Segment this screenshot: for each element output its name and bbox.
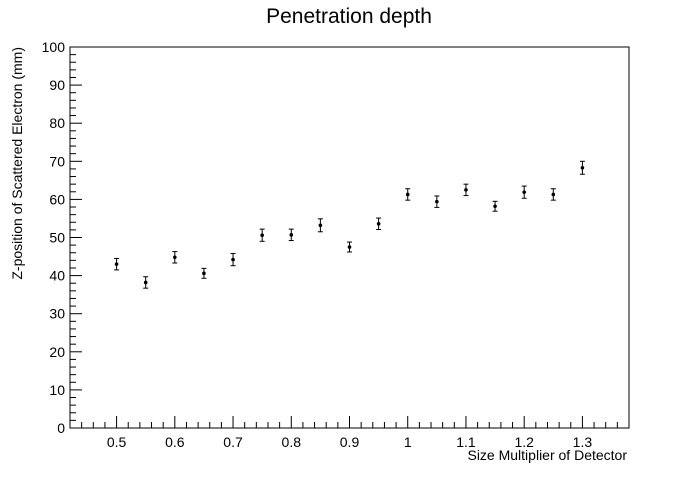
data-marker (580, 165, 585, 170)
data-points (114, 160, 585, 289)
x-tick-label: 1.3 (573, 434, 593, 450)
y-tick-label: 0 (57, 420, 65, 436)
data-point (114, 257, 120, 271)
x-tick-label: 0.5 (107, 434, 127, 450)
data-marker (435, 199, 439, 204)
data-marker (493, 204, 497, 209)
x-tick-label: 0.6 (165, 434, 185, 450)
x-tick-label: 0.8 (282, 434, 302, 450)
data-marker (173, 255, 177, 260)
data-marker (551, 192, 556, 197)
x-axis-label: Size Multiplier of Detector (467, 447, 627, 463)
y-tick-label: 70 (49, 153, 65, 169)
data-point (521, 185, 527, 199)
data-point (347, 241, 352, 253)
y-tick-label: 60 (49, 191, 65, 207)
y-axis: 0 10 20 30 40 50 60 70 80 90 100 (42, 39, 82, 436)
data-point (172, 251, 178, 264)
y-tick-label: 10 (49, 382, 65, 398)
data-point (288, 228, 294, 242)
data-point (230, 253, 236, 267)
y-tick-label: 40 (49, 268, 65, 284)
data-marker (522, 190, 526, 194)
y-tick-label: 100 (42, 39, 66, 55)
data-marker (289, 233, 294, 237)
data-marker (405, 192, 410, 197)
x-tick-label: 1.1 (456, 434, 476, 450)
data-point (405, 188, 411, 201)
chart-title: Penetration depth (266, 5, 432, 28)
data-marker (376, 221, 381, 226)
data-point (259, 228, 265, 242)
data-point (376, 217, 382, 230)
data-point (434, 195, 440, 208)
data-marker (464, 188, 468, 192)
x-axis: 0.5 0.6 0.7 0.8 0.9 1 1.1 1.2 1.3 (69, 416, 630, 450)
data-point (492, 200, 498, 212)
data-point (143, 276, 149, 289)
x-tick-label: 1.2 (514, 434, 534, 450)
data-point (550, 188, 556, 201)
data-marker (260, 233, 264, 238)
data-marker (143, 280, 148, 285)
y-tick-label: 90 (49, 77, 65, 93)
data-marker (347, 245, 352, 249)
x-tick-label: 0.7 (223, 434, 243, 450)
y-tick-label: 50 (49, 230, 65, 246)
data-point (201, 267, 207, 279)
x-tick-label: 0.9 (340, 434, 360, 450)
x-tick-label: 1 (404, 434, 412, 450)
y-axis-label: Z-position of Scattered Electron (mm) (9, 47, 25, 280)
y-tick-label: 80 (49, 115, 65, 131)
data-point (463, 183, 469, 197)
data-point (317, 218, 323, 233)
y-tick-label: 20 (49, 344, 65, 360)
y-tick-label: 30 (49, 306, 65, 322)
data-marker (231, 257, 235, 262)
data-marker (202, 271, 206, 276)
data-marker (114, 262, 119, 266)
data-marker (318, 223, 323, 228)
data-point (579, 160, 585, 175)
